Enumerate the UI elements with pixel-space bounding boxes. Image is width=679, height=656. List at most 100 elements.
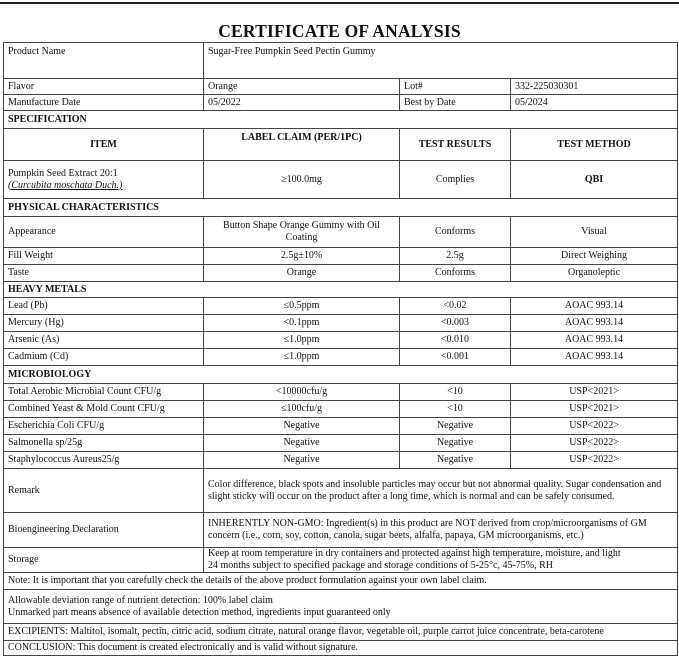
row-method: USP<2022> [509,451,679,469]
storage-line-2: 24 months subject to specified package a… [208,560,554,571]
row-claim: Negative [203,417,400,435]
col-test-method: TEST METHOD [509,128,679,161]
row-item: Appearance [3,216,204,248]
row-result: Negative [399,434,511,452]
row-result: <10 [399,400,511,418]
row-claim: 2.5g±10% [203,247,400,265]
row-item: Taste [3,264,204,282]
specification-heading: SPECIFICATION [2,110,679,129]
row-claim: Negative [203,451,400,469]
best-by-value: 05/2024 [509,94,679,111]
row-item: Arsenic (As) [3,331,204,349]
row-claim: <0.1ppm [203,314,400,332]
row-item: Combined Yeast & Mold Count CFU/g [3,400,204,418]
row-result: <0.02 [399,297,511,315]
row-method: AOAC 993.14 [509,331,679,349]
manufacture-date-value: 05/2022 [203,94,400,111]
best-by-label: Best by Date [399,94,511,111]
table-row: Combined Yeast & Mold Count CFU/g ≤100cf… [3,400,679,418]
row-method: USP<2022> [509,417,679,435]
col-label-claim: LABEL CLAIM (PER/1PC) [203,128,400,161]
heavy-metals-heading: HEAVY METALS [2,281,679,298]
conclusion-row: CONCLUSION: This document is created ele… [2,640,679,656]
manufacture-date-label: Manufacture Date [3,94,204,111]
coa-table: Product Name Sugar-Free Pumpkin Seed Pec… [2,42,679,656]
storage-row: Storage Keep at room temperature in dry … [3,547,679,573]
table-row: Staphylococcus Aureus25/g Negative Negat… [3,451,679,469]
row-item: Total Aerobic Microbial Count CFU/g [3,383,204,401]
bioengineering-text: INHERENTLY NON-GMO: Ingredient(s) in thi… [202,512,679,548]
row-result: Negative [399,417,511,435]
row-claim: ≥100.0mg [203,160,400,199]
row-result: Conforms [399,264,511,282]
row-method: USP<2021> [509,400,679,418]
excipients-row: EXCIPIENTS: Maltitol, isomalt, pectin, c… [2,623,679,641]
storage-line-1: Keep at room temperature in dry containe… [208,548,621,560]
row-method: USP<2021> [509,383,679,401]
row-method: QBI [509,160,679,199]
row-method: USP<2022> [509,434,679,452]
row-item: Pumpkin Seed Extract 20:1 (Curcubita mosc… [3,160,204,199]
col-test-results: TEST RESULTS [399,128,511,161]
allowable-line-2: Unmarked part means absence of available… [8,606,391,618]
row-result: 2.5g [399,247,511,265]
row-item: Mercury (Hg) [3,314,204,332]
row-result: Conforms [399,216,511,248]
item-name: Pumpkin Seed Extract 20:1 [8,167,118,179]
row-item: Lead (Pb) [3,297,204,315]
col-item: ITEM [3,128,204,161]
row-item: Staphylococcus Aureus25/g [3,451,204,469]
row-claim: ≤100cfu/g [203,400,400,418]
allowable-line-1: Allowable deviation range of nutrient de… [8,594,273,606]
row-method: Direct Weighing [509,247,679,265]
table-row: Taste Orange Conforms Organoleptic [3,264,679,282]
row-method: Organoleptic [509,264,679,282]
row-claim: Negative [203,434,400,452]
row-result: Complies [399,160,511,199]
row-method: AOAC 993.14 [509,348,679,366]
table-row: Pumpkin Seed Extract 20:1 (Curcubita mosc… [3,160,679,199]
row-method: AOAC 993.14 [509,297,679,315]
column-header-row: ITEM LABEL CLAIM (PER/1PC) TEST RESULTS … [3,128,679,161]
row-method: Visual [509,216,679,248]
date-row: Manufacture Date 05/2022 Best by Date 05… [3,94,679,111]
top-rule [0,2,679,4]
row-result: <0.001 [399,348,511,366]
table-row: Arsenic (As) ≤1.0ppm <0.010 AOAC 993.14 [3,331,679,349]
bioengineering-row: Bioengineering Declaration INHERENTLY NO… [3,512,679,548]
row-claim: ≤1.0ppm [203,348,400,366]
product-name-label: Product Name [3,42,204,79]
physical-heading: PHYSICAL CHARACTERISTICS [2,198,679,217]
row-result: <10 [399,383,511,401]
storage-text: Keep at room temperature in dry containe… [202,547,679,573]
table-row: Cadmium (Cd) ≤1.0ppm <0.001 AOAC 993.14 [3,348,679,366]
product-name-value: Sugar-Free Pumpkin Seed Pectin Gummy [202,42,679,79]
item-latin-name: (Curcubita moschata Duch.) [8,179,123,191]
remark-text: Color difference, black spots and insolu… [202,468,679,513]
flavor-label: Flavor [3,78,204,95]
table-row: Fill Weight 2.5g±10% 2.5g Direct Weighin… [3,247,679,265]
row-item: Escherichia Coli CFU/g [3,417,204,435]
row-item: Fill Weight [3,247,204,265]
remark-label: Remark [3,468,204,513]
row-result: <0.010 [399,331,511,349]
row-result: <0.003 [399,314,511,332]
table-row: Lead (Pb) ≤0.5ppm <0.02 AOAC 993.14 [3,297,679,315]
row-claim: Orange [203,264,400,282]
allowable-row: Allowable deviation range of nutrient de… [2,589,679,624]
bioengineering-label: Bioengineering Declaration [3,512,204,548]
row-claim: ≤0.5ppm [203,297,400,315]
remark-row: Remark Color difference, black spots and… [3,468,679,513]
table-row: Total Aerobic Microbial Count CFU/g <100… [3,383,679,401]
table-row: Mercury (Hg) <0.1ppm <0.003 AOAC 993.14 [3,314,679,332]
product-name-row: Product Name Sugar-Free Pumpkin Seed Pec… [3,42,679,79]
row-result: Negative [399,451,511,469]
note-row: Note: It is important that you carefully… [2,572,679,590]
row-method: AOAC 993.14 [509,314,679,332]
row-claim: ≤1.0ppm [203,331,400,349]
table-row: Appearance Button Shape Orange Gummy wit… [3,216,679,248]
row-claim: <10000cfu/g [203,383,400,401]
table-row: Escherichia Coli CFU/g Negative Negative… [3,417,679,435]
row-item: Salmonella sp/25g [3,434,204,452]
flavor-value: Orange [203,78,400,95]
